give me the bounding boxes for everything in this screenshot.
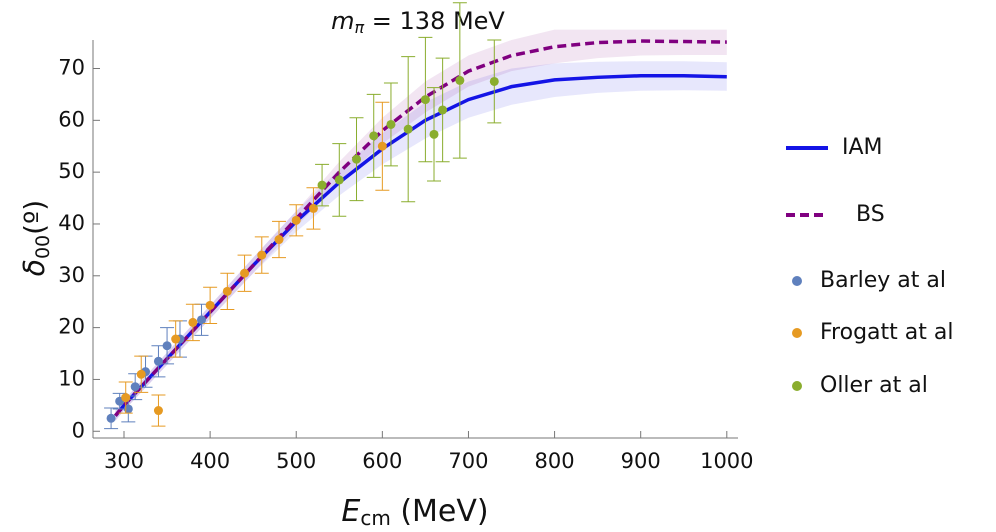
- data-point: [153, 406, 163, 416]
- data-point: [386, 119, 396, 129]
- chart-title: mπ = 138 MeV: [331, 7, 505, 37]
- data-point: [171, 334, 181, 344]
- data-point: [377, 141, 387, 151]
- legend-label: Barley at al: [820, 268, 946, 293]
- y-tick-label: 20: [58, 315, 85, 339]
- x-label-symbol: E: [341, 494, 360, 529]
- y-axis-label: δ00(º): [18, 200, 54, 276]
- data-point: [162, 341, 172, 351]
- data-point: [438, 105, 448, 115]
- x-tick-label: 700: [448, 449, 488, 473]
- uncertainty-band: [115, 61, 727, 421]
- y-tick-label: 60: [58, 107, 85, 131]
- legend-swatch: [792, 328, 802, 338]
- data-point: [153, 356, 163, 366]
- y-tick-label: 30: [58, 263, 85, 287]
- x-tick-label: 500: [276, 449, 316, 473]
- title-subscript: π: [355, 18, 365, 37]
- data-point: [197, 315, 207, 325]
- uncertainty-band: [115, 29, 727, 421]
- data-point: [205, 300, 215, 310]
- x-tick-label: 800: [535, 449, 575, 473]
- title-text: = 138 MeV: [364, 7, 505, 35]
- legend-label: IAM: [842, 135, 883, 160]
- data-point: [317, 180, 327, 190]
- data-point: [429, 129, 439, 139]
- legend-label: BS: [856, 202, 885, 227]
- x-tick-label: 1000: [700, 449, 753, 473]
- data-point: [455, 75, 465, 85]
- x-tick-label: 400: [190, 449, 230, 473]
- data-point: [274, 235, 284, 245]
- data-point: [136, 369, 146, 379]
- y-tick-label: 70: [58, 56, 85, 80]
- x-label-subscript: cm: [360, 506, 390, 530]
- data-point: [240, 268, 250, 278]
- legend-swatch: [792, 381, 802, 391]
- y-label-text: (º): [18, 200, 51, 235]
- x-tick-label: 900: [621, 449, 661, 473]
- data-point: [106, 413, 116, 423]
- x-axis-label: Ecm (MeV): [341, 494, 488, 530]
- data-point: [121, 393, 131, 403]
- x-tick-label: 600: [362, 449, 402, 473]
- data-point: [489, 76, 499, 86]
- data-point: [308, 203, 318, 213]
- x-label-text: (MeV): [391, 494, 489, 529]
- y-tick-label: 0: [72, 418, 85, 442]
- title-symbol: m: [331, 7, 354, 35]
- legend-label: Frogatt at al: [820, 320, 953, 345]
- y-tick-label: 40: [58, 211, 85, 235]
- y-tick-label: 10: [58, 366, 85, 390]
- y-label-subscript: 00: [32, 235, 54, 259]
- data-point: [420, 95, 430, 105]
- curve: [114, 39, 727, 417]
- x-tick-label: 300: [104, 449, 144, 473]
- y-tick-label: 50: [58, 159, 85, 183]
- curve: [114, 74, 727, 417]
- data-point: [334, 175, 344, 185]
- data-point: [369, 131, 379, 141]
- legend-label: Oller at al: [820, 373, 928, 398]
- y-label-symbol: δ: [18, 259, 51, 276]
- data-point: [403, 124, 413, 134]
- data-point: [130, 382, 140, 392]
- data-point: [222, 286, 232, 296]
- legend-swatch: [792, 276, 802, 286]
- data-point: [257, 250, 267, 260]
- data-point: [123, 404, 133, 414]
- data-point: [291, 215, 301, 225]
- data-point: [188, 317, 198, 327]
- data-point: [352, 154, 362, 164]
